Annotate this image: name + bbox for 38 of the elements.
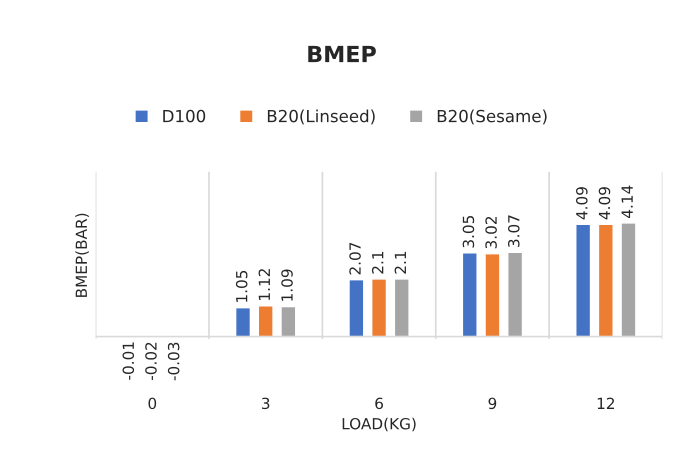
bar [234, 307, 252, 338]
y-axis-title: BMEP(BAR) [75, 214, 89, 297]
data-label: -0.03 [168, 342, 180, 380]
data-label: 2.1 [372, 252, 384, 274]
chart-title: BMEP [308, 46, 376, 62]
data-label: 1.09 [281, 270, 293, 301]
x-tick-label: 0 [148, 398, 156, 410]
data-label: 4.09 [576, 187, 588, 220]
bar [507, 252, 524, 338]
data-label: 3.02 [485, 216, 497, 248]
data-label: -0.02 [145, 342, 157, 380]
bar [484, 252, 501, 338]
legend-label: B20(Linseed) [268, 109, 375, 124]
bar [598, 224, 614, 338]
data-label: -0.01 [122, 342, 134, 380]
bar [258, 305, 274, 338]
data-label: 3.05 [462, 216, 474, 248]
bar [575, 224, 592, 338]
x-axis-title: LOAD(KG) [342, 418, 416, 432]
x-tick-label: 3 [262, 398, 270, 410]
legend-label: D100 [163, 110, 206, 122]
bar [280, 306, 296, 338]
legend-label: B20(Sesame) [438, 109, 547, 124]
data-label: 3.07 [508, 215, 520, 247]
bar [620, 222, 637, 338]
data-label: 4.09 [598, 187, 610, 220]
bar [371, 278, 388, 338]
bar [462, 252, 478, 338]
bar [394, 278, 410, 338]
data-label: 1.12 [258, 269, 270, 300]
data-label: 4.14 [622, 186, 633, 218]
data-label: 2.1 [394, 252, 406, 274]
x-tick-label: 12 [598, 398, 614, 409]
data-label: 2.07 [349, 242, 361, 274]
bar [348, 279, 364, 338]
x-tick-label: 9 [488, 398, 496, 410]
x-tick-label: 6 [375, 398, 383, 410]
data-label: 1.05 [236, 270, 248, 302]
